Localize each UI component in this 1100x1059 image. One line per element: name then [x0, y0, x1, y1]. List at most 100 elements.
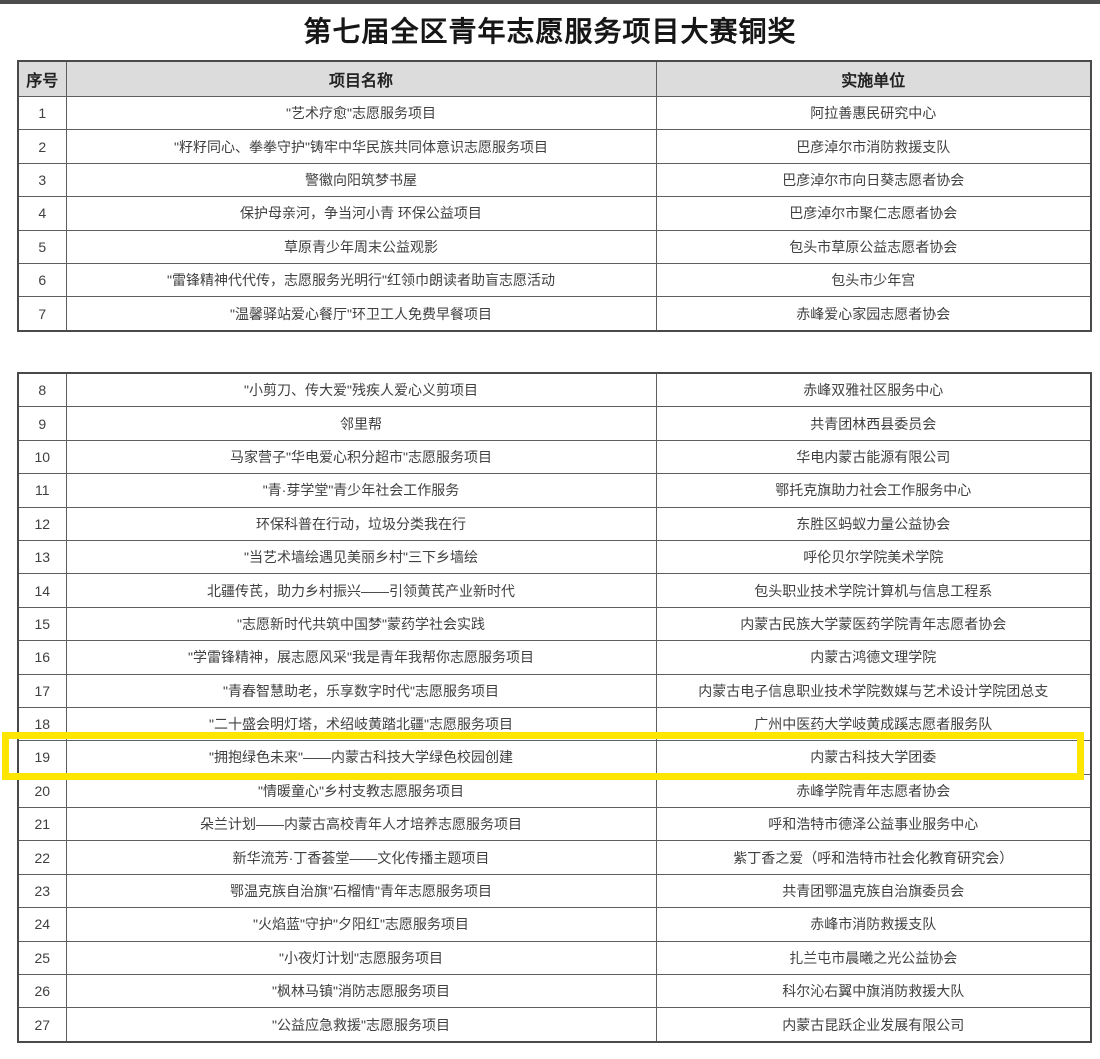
table-row: 14 北疆传芪，助力乡村振兴——引领黄芪产业新时代 包头职业技术学院计算机与信息工程…	[17, 573, 1092, 608]
cell-no: 13	[17, 539, 67, 575]
cell-project: "志愿新时代共筑中国梦"蒙药学社会实践	[65, 606, 657, 642]
cell-no: 5	[17, 229, 67, 264]
cell-project: "青春智慧助老，乐享数字时代"志愿服务项目	[65, 673, 657, 708]
cell-no: 16	[17, 640, 67, 675]
cell-project: "学雷锋精神，展志愿风采"我是青年我帮你志愿服务项目	[65, 640, 657, 675]
cell-no: 9	[17, 406, 67, 441]
header-row: 序号 项目名称 实施单位	[17, 60, 1092, 97]
table-row: 18 "二十盛会明灯塔，术绍岐黄踏北疆"志愿服务项目 广州中医药大学岐黄成蹊志愿者服…	[17, 706, 1092, 742]
cell-project: 警徽向阳筑梦书屋	[65, 162, 657, 198]
cell-project: 环保科普在行动，垃圾分类我在行	[65, 506, 657, 541]
cell-no: 27	[17, 1007, 67, 1043]
cell-no: 26	[17, 974, 67, 1009]
table-row: 13 "当艺术墙绘遇见美丽乡村"三下乡墙绘 呼伦贝尔学院美术学院	[17, 539, 1092, 575]
cell-project: "二十盛会明灯塔，术绍岐黄踏北疆"志愿服务项目	[65, 706, 657, 742]
table-row: 7 "温馨驿站爱心餐厅"环卫工人免费早餐项目 赤峰爱心家园志愿者协会	[17, 296, 1092, 332]
cell-org: 包头市少年宫	[655, 262, 1092, 298]
cell-no: 4	[17, 196, 67, 231]
table-row: 15 "志愿新时代共筑中国梦"蒙药学社会实践 内蒙古民族大学蒙医药学院青年志愿者协会	[17, 606, 1092, 642]
cell-project: "当艺术墙绘遇见美丽乡村"三下乡墙绘	[65, 539, 657, 575]
header-cell-org: 实施单位	[655, 60, 1092, 97]
table-row-highlighted: 19 "拥抱绿色未来"——内蒙古科技大学绿色校园创建 内蒙古科技大学团委	[17, 740, 1092, 775]
cell-project: "小剪刀、传大爱"残疾人爱心义剪项目	[65, 372, 657, 408]
table-row: 8 "小剪刀、传大爱"残疾人爱心义剪项目 赤峰双雅社区服务中心	[17, 372, 1092, 408]
cell-project: 新华流芳·丁香荟堂——文化传播主题项目	[65, 840, 657, 875]
cell-org: 紫丁香之爱（呼和浩特市社会化教育研究会）	[655, 840, 1092, 875]
table-row: 6 "雷锋精神代代传，志愿服务光明行"红领巾朗读者助盲志愿活动 包头市少年宫	[17, 262, 1092, 298]
cell-project: "温馨驿站爱心餐厅"环卫工人免费早餐项目	[65, 296, 657, 332]
cell-no: 14	[17, 573, 67, 608]
cell-org: 内蒙古昆跃企业发展有限公司	[655, 1007, 1092, 1043]
table-row: 27 "公益应急救援"志愿服务项目 内蒙古昆跃企业发展有限公司	[17, 1007, 1092, 1043]
cell-project: 朵兰计划——内蒙古高校青年人才培养志愿服务项目	[65, 807, 657, 842]
cell-no: 20	[17, 773, 67, 809]
cell-project: "雷锋精神代代传，志愿服务光明行"红领巾朗读者助盲志愿活动	[65, 262, 657, 298]
table-row: 16 "学雷锋精神，展志愿风采"我是青年我帮你志愿服务项目 内蒙古鸿德文理学院	[17, 640, 1092, 675]
table-row: 1 "艺术疗愈"志愿服务项目 阿拉善惠民研究中心	[17, 95, 1092, 131]
cell-org: 赤峰双雅社区服务中心	[655, 372, 1092, 408]
awards-table: 序号 项目名称 实施单位 1 "艺术疗愈"志愿服务项目 阿拉善惠民研究中心 2 "籽籽同…	[17, 60, 1092, 332]
cell-no: 3	[17, 162, 67, 198]
cell-no: 2	[17, 129, 67, 164]
header-cell-project: 项目名称	[65, 60, 657, 97]
cell-no: 15	[17, 606, 67, 642]
table-row: 21 朵兰计划——内蒙古高校青年人才培养志愿服务项目 呼和浩特市德泽公益事业服务中心	[17, 807, 1092, 842]
cell-org: 广州中医药大学岐黄成蹊志愿者服务队	[655, 706, 1092, 742]
awards-table-part-2: 8 "小剪刀、传大爱"残疾人爱心义剪项目 赤峰双雅社区服务中心 9 邻里帮 共青团林西县委…	[17, 372, 1092, 1043]
cell-no: 17	[17, 673, 67, 708]
cell-org: 共青团鄂温克族自治旗委员会	[655, 873, 1092, 909]
cell-project: "公益应急救援"志愿服务项目	[65, 1007, 657, 1043]
cell-project: "艺术疗愈"志愿服务项目	[65, 95, 657, 131]
table-row: 9 邻里帮 共青团林西县委员会	[17, 406, 1092, 441]
cell-org: 赤峰学院青年志愿者协会	[655, 773, 1092, 809]
cell-org: 赤峰爱心家园志愿者协会	[655, 296, 1092, 332]
cell-project: "青·芽学堂"青少年社会工作服务	[65, 473, 657, 508]
table-row: 2 "籽籽同心、拳拳守护"铸牢中华民族共同体意识志愿服务项目 巴彦淖尔市消防救援支队	[17, 129, 1092, 164]
cell-org: 共青团林西县委员会	[655, 406, 1092, 441]
table-row: 17 "青春智慧助老，乐享数字时代"志愿服务项目 内蒙古电子信息职业技术学院数媒与艺…	[17, 673, 1092, 708]
cell-no: 24	[17, 907, 67, 942]
table-row: 4 保护母亲河，争当河小青 环保公益项目 巴彦淖尔市聚仁志愿者协会	[17, 196, 1092, 231]
cell-org: 赤峰市消防救援支队	[655, 907, 1092, 942]
top-edge-strip	[0, 0, 1100, 4]
awards-table-part-1: 序号 项目名称 实施单位 1 "艺术疗愈"志愿服务项目 阿拉善惠民研究中心 2 "籽籽同…	[17, 60, 1092, 332]
cell-no: 19	[17, 740, 67, 775]
cell-org: 扎兰屯市晨曦之光公益协会	[655, 940, 1092, 976]
table-row: 3 警徽向阳筑梦书屋 巴彦淖尔市向日葵志愿者协会	[17, 162, 1092, 198]
cell-no: 10	[17, 439, 67, 475]
cell-no: 18	[17, 706, 67, 742]
cell-org: 包头职业技术学院计算机与信息工程系	[655, 573, 1092, 608]
cell-org: 鄂托克旗助力社会工作服务中心	[655, 473, 1092, 508]
cell-no: 22	[17, 840, 67, 875]
cell-org: 巴彦淖尔市消防救援支队	[655, 129, 1092, 164]
awards-table-continued: 8 "小剪刀、传大爱"残疾人爱心义剪项目 赤峰双雅社区服务中心 9 邻里帮 共青团林西县委…	[17, 372, 1092, 1043]
cell-org: 巴彦淖尔市聚仁志愿者协会	[655, 196, 1092, 231]
cell-project: 邻里帮	[65, 406, 657, 441]
table-row: 20 "情暖童心"乡村支教志愿服务项目 赤峰学院青年志愿者协会	[17, 773, 1092, 809]
cell-no: 1	[17, 95, 67, 131]
cell-org: 呼伦贝尔学院美术学院	[655, 539, 1092, 575]
cell-org: 呼和浩特市德泽公益事业服务中心	[655, 807, 1092, 842]
cell-no: 21	[17, 807, 67, 842]
table-row: 22 新华流芳·丁香荟堂——文化传播主题项目 紫丁香之爱（呼和浩特市社会化教育研究会…	[17, 840, 1092, 875]
cell-project: "火焰蓝"守护"夕阳红"志愿服务项目	[65, 907, 657, 942]
cell-project: 保护母亲河，争当河小青 环保公益项目	[65, 196, 657, 231]
cell-project: 马家营子"华电爱心积分超市"志愿服务项目	[65, 439, 657, 475]
cell-no: 11	[17, 473, 67, 508]
cell-org: 内蒙古科技大学团委	[655, 740, 1092, 775]
cell-org: 内蒙古鸿德文理学院	[655, 640, 1092, 675]
cell-org: 包头市草原公益志愿者协会	[655, 229, 1092, 264]
cell-no: 8	[17, 372, 67, 408]
table-row: 10 马家营子"华电爱心积分超市"志愿服务项目 华电内蒙古能源有限公司	[17, 439, 1092, 475]
cell-org: 华电内蒙古能源有限公司	[655, 439, 1092, 475]
cell-project: 草原青少年周末公益观影	[65, 229, 657, 264]
cell-no: 25	[17, 940, 67, 976]
page-title: 第七届全区青年志愿服务项目大赛铜奖	[303, 16, 797, 47]
table-row: 24 "火焰蓝"守护"夕阳红"志愿服务项目 赤峰市消防救援支队	[17, 907, 1092, 942]
cell-project: 北疆传芪，助力乡村振兴——引领黄芪产业新时代	[65, 573, 657, 608]
table-row: 5 草原青少年周末公益观影 包头市草原公益志愿者协会	[17, 229, 1092, 264]
cell-project: "小夜灯计划"志愿服务项目	[65, 940, 657, 976]
cell-no: 12	[17, 506, 67, 541]
table-row: 23 鄂温克族自治旗"石榴情"青年志愿服务项目 共青团鄂温克族自治旗委员会	[17, 873, 1092, 909]
